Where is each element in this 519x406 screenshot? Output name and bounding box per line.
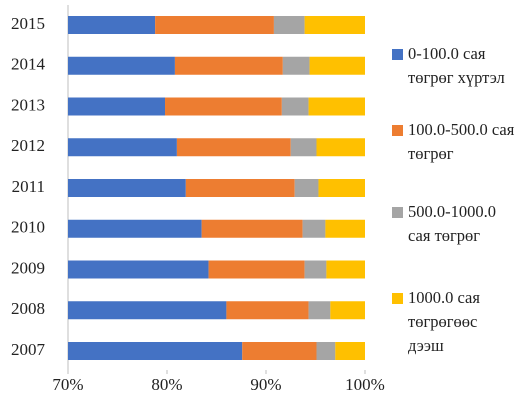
bar-segment (68, 138, 177, 157)
legend-swatch (392, 49, 403, 60)
y-tick-label: 2012 (11, 136, 45, 155)
legend-item: 1000.0 сая төгрөгөөс дээш (390, 286, 515, 358)
bar-segment (68, 219, 202, 238)
bar-segment (174, 56, 283, 75)
bar-segment (68, 260, 209, 279)
bar-segment (326, 260, 365, 279)
bar-segment (68, 16, 156, 34)
bars (68, 16, 365, 360)
bar-segment (330, 301, 365, 320)
bar-segment (281, 97, 309, 116)
x-tick-label: 90% (250, 375, 281, 394)
bar-segment (185, 179, 295, 197)
x-tick-label: 70% (52, 375, 83, 394)
y-tick-label: 2015 (11, 14, 45, 33)
legend-swatch (392, 207, 403, 218)
legend-item: 500.0-1000.0 сая төгрөг (390, 200, 515, 248)
y-tick-label: 2014 (11, 55, 46, 74)
x-tick-label: 100% (345, 375, 385, 394)
bar-segment (68, 179, 186, 197)
bar-segment (318, 179, 365, 197)
bar-segment (155, 16, 274, 34)
bar-segment (68, 97, 166, 116)
bar-segment (304, 16, 365, 34)
bar-segment (68, 56, 175, 75)
bar-segment (302, 219, 326, 238)
bar-segment (165, 97, 282, 116)
bar-segment (316, 138, 365, 157)
y-tick-label: 2011 (12, 177, 45, 196)
bar-segment (273, 16, 305, 34)
y-tick-label: 2009 (11, 258, 45, 277)
bar-segment (282, 56, 310, 75)
legend-item: 0-100.0 сая төгрөг хүртэл (390, 42, 515, 90)
legend-label: 500.0-1000.0 сая төгрөг (408, 202, 496, 245)
bar-segment (325, 219, 365, 238)
bar-segment (294, 179, 319, 197)
bar-segment (201, 219, 303, 238)
bar-segment (208, 260, 305, 279)
legend-label: 1000.0 сая төгрөгөөс дээш (408, 288, 480, 355)
y-tick-label: 2013 (11, 95, 45, 114)
legend-label: 0-100.0 сая төгрөг хүртэл (408, 44, 505, 87)
bar-segment (335, 342, 365, 360)
legend-label: 100.0-500.0 сая төгрөг (408, 120, 515, 163)
y-tick-label: 2007 (11, 340, 46, 359)
bar-segment (176, 138, 291, 157)
bar-segment (308, 301, 331, 320)
bar-segment (309, 56, 365, 75)
bar-segment (226, 301, 309, 320)
bar-segment (304, 260, 327, 279)
bar-segment (242, 342, 317, 360)
legend-swatch (392, 125, 403, 136)
bar-segment (308, 97, 365, 116)
legend-item: 100.0-500.0 сая төгрөг (390, 118, 515, 166)
x-tick-label: 80% (151, 375, 182, 394)
y-tick-label: 2008 (11, 299, 45, 318)
bar-segment (68, 342, 243, 360)
y-tick-label: 2010 (11, 218, 45, 237)
bar-segment (316, 342, 336, 360)
bar-segment (290, 138, 317, 157)
bar-segment (68, 301, 227, 320)
legend-swatch (392, 293, 403, 304)
